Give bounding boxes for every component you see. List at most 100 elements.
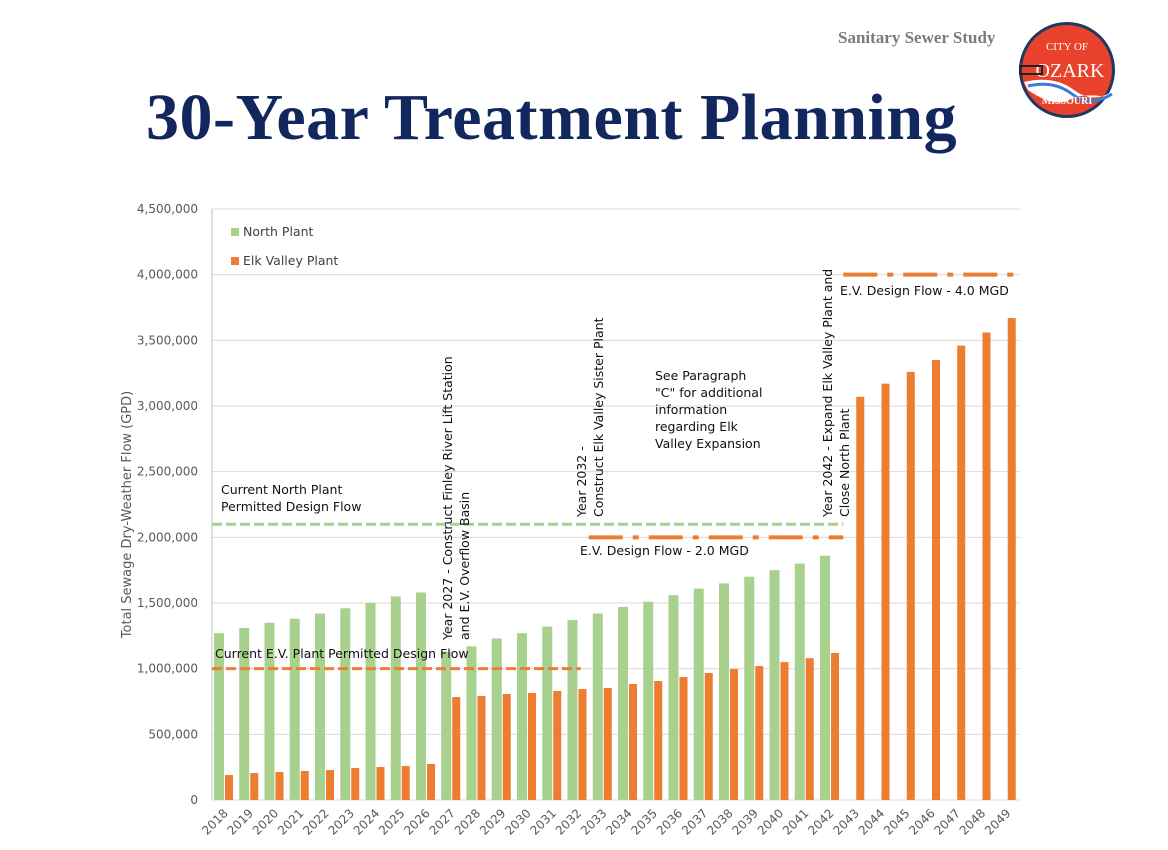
elk-valley-bar <box>1007 318 1016 800</box>
slide-subtitle: Sanitary Sewer Study <box>838 28 996 47</box>
north-plant-bar <box>441 651 452 800</box>
x-tick-label: 2021 <box>275 806 306 837</box>
north-plant-bar <box>769 570 780 800</box>
elk-valley-bar <box>477 695 486 800</box>
annotation-line: Current North Plant <box>221 482 342 497</box>
elk-valley-bar <box>881 383 890 800</box>
x-tick-label: 2027 <box>426 806 457 837</box>
north-plant-bar <box>567 620 578 800</box>
x-tick-label: 2047 <box>931 806 962 837</box>
svg-text:MISSOURI: MISSOURI <box>1042 96 1093 107</box>
x-tick-label: 2018 <box>199 806 230 837</box>
elk-valley-bar <box>452 697 461 800</box>
north-plant-bar <box>491 638 502 800</box>
north-plant-bar <box>668 595 679 800</box>
elk-valley-bar <box>679 677 688 800</box>
elk-valley-bar <box>275 772 284 800</box>
elk-valley-bar <box>578 689 587 800</box>
x-tick-label: 2045 <box>881 806 912 837</box>
north-plant-bar <box>693 588 704 800</box>
legend-swatch <box>231 228 239 236</box>
north-plant-bar <box>340 608 351 800</box>
annotation-line: See Paragraph <box>655 368 746 383</box>
x-tick-label: 2034 <box>603 806 634 837</box>
svg-text:CITY OF: CITY OF <box>1046 41 1088 53</box>
elk-valley-bar <box>225 775 233 800</box>
x-tick-label: 2031 <box>527 806 558 837</box>
x-tick-label: 2046 <box>906 806 937 837</box>
x-tick-label: 2025 <box>376 806 407 837</box>
city-logo: CITY OF OZARK MISSOURI <box>1019 22 1115 118</box>
elk-valley-bar <box>704 673 713 800</box>
x-tick-label: 2040 <box>755 806 786 837</box>
y-tick-label: 2,500,000 <box>137 465 198 479</box>
elk-valley-bar <box>982 332 991 800</box>
y-tick-label: 3,500,000 <box>137 333 198 347</box>
north-plant-bar <box>517 633 527 800</box>
north-plant-bar <box>542 626 553 800</box>
x-tick-label: 2029 <box>477 806 508 837</box>
y-tick-label: 500,000 <box>148 727 198 741</box>
elk-valley-bar <box>932 360 940 800</box>
elk-valley-bar <box>326 770 334 800</box>
north-plant-bar <box>264 622 275 800</box>
north-plant-bar <box>744 576 755 800</box>
annotation-line: Year 2042 - Expand Elk Valley Plant and <box>820 269 835 518</box>
north-plant-bar <box>289 618 300 800</box>
y-tick-label: 2,000,000 <box>137 530 198 544</box>
x-tick-label: 2037 <box>679 806 710 837</box>
elk-valley-bar <box>755 666 764 800</box>
annotation-line: Year 2027 - Construct Finley River Lift … <box>440 356 455 641</box>
north-plant-bar <box>416 592 426 800</box>
annotation-line: Construct Elk Valley Sister Plant <box>591 317 606 517</box>
elk-valley-bar <box>528 692 536 800</box>
x-tick-label: 2020 <box>250 806 281 837</box>
annotation-line: "C" for additional <box>655 385 762 400</box>
north-plant-bar <box>315 613 325 800</box>
y-tick-label: 3,000,000 <box>137 399 198 413</box>
x-tick-label: 2044 <box>856 806 887 837</box>
x-tick-label: 2030 <box>502 806 533 837</box>
x-tick-label: 2041 <box>780 806 811 837</box>
elk-valley-bar <box>300 770 309 800</box>
north-plant-bar <box>239 627 250 800</box>
x-tick-label: 2049 <box>982 806 1013 837</box>
ev-design-flow-label: Current E.V. Plant Permitted Design Flow <box>215 646 469 661</box>
annotation-line: Valley Expansion <box>655 436 761 451</box>
y-tick-label: 4,500,000 <box>137 202 198 216</box>
x-tick-label: 2043 <box>830 806 861 837</box>
north-plant-bar <box>365 603 376 800</box>
annotation-line: information <box>655 402 727 417</box>
north-plant-bar <box>794 563 805 800</box>
north-plant-bar <box>214 633 224 800</box>
slide-title: 30-Year Treatment Planning <box>146 81 958 154</box>
y-axis-title: Total Sewage Dry-Weather Flow (GPD) <box>120 391 135 639</box>
annotation-line: Close North Plant <box>837 408 852 517</box>
elk-valley-bar <box>957 345 966 800</box>
annotation-line: Permitted Design Flow <box>221 499 361 514</box>
elk-valley-bar <box>603 687 612 800</box>
north-plant-bar <box>466 646 477 800</box>
x-tick-label: 2026 <box>401 806 432 837</box>
elk-valley-bar <box>250 773 259 800</box>
x-tick-label: 2036 <box>654 806 685 837</box>
x-tick-label: 2033 <box>578 806 609 837</box>
annotation-line: regarding Elk <box>655 419 739 434</box>
annotation-2032: Year 2032 - Construct Elk Valley Sister P… <box>574 317 606 518</box>
x-tick-label: 2022 <box>300 806 331 837</box>
elk-valley-bar <box>654 681 663 800</box>
legend-label: North Plant <box>243 224 314 239</box>
annotation-line: and E.V. Overflow Basin <box>457 492 472 640</box>
elk-valley-bar <box>502 694 511 800</box>
north-plant-bar <box>592 613 603 800</box>
y-tick-label: 1,000,000 <box>137 662 198 676</box>
elk-valley-bar <box>629 684 637 800</box>
x-tick-label: 2023 <box>325 806 356 837</box>
north-plant-bar <box>390 596 401 800</box>
y-tick-label: 0 <box>190 793 198 807</box>
elk-valley-bar <box>376 767 385 800</box>
ev-4mgd-label: E.V. Design Flow - 4.0 MGD <box>840 283 1009 298</box>
y-tick-label: 4,000,000 <box>137 268 198 282</box>
elk-valley-bar <box>351 767 360 800</box>
